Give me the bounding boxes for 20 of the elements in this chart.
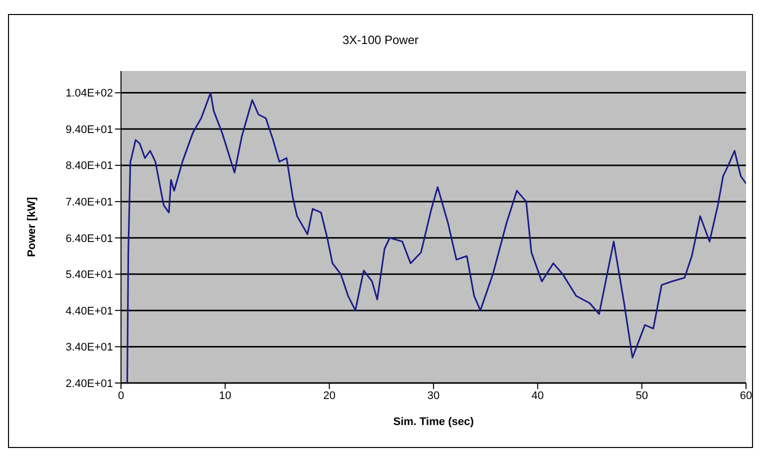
x-tick-label: 40 <box>532 390 544 402</box>
y-tick-label: 9.40E+01 <box>66 124 113 136</box>
y-axis-title: Power [kW] <box>26 196 38 257</box>
x-tick-label: 10 <box>219 390 232 402</box>
x-tick-label: 50 <box>636 390 648 402</box>
x-tick-label: 0 <box>118 390 124 402</box>
y-tick-label: 7.40E+01 <box>66 196 113 209</box>
y-tick-label: 4.40E+01 <box>66 305 113 318</box>
y-tick-label: 2.40E+01 <box>66 378 113 390</box>
y-tick-label: 1.04E+02 <box>66 88 113 100</box>
x-tick-label: 20 <box>323 390 336 402</box>
chart-title: 3X-100 Power <box>341 33 420 47</box>
x-axis-title: Sim. Time (sec) <box>393 416 474 428</box>
y-tick-label: 5.40E+01 <box>66 269 113 282</box>
y-tick-label: 8.40E+01 <box>66 160 113 172</box>
y-tick-label: 6.40E+01 <box>66 232 113 245</box>
x-tick-label: 30 <box>427 390 440 402</box>
y-tick-label: 3.40E+01 <box>66 342 113 354</box>
x-tick-label: 60 <box>740 390 752 402</box>
line-series <box>126 92 746 383</box>
